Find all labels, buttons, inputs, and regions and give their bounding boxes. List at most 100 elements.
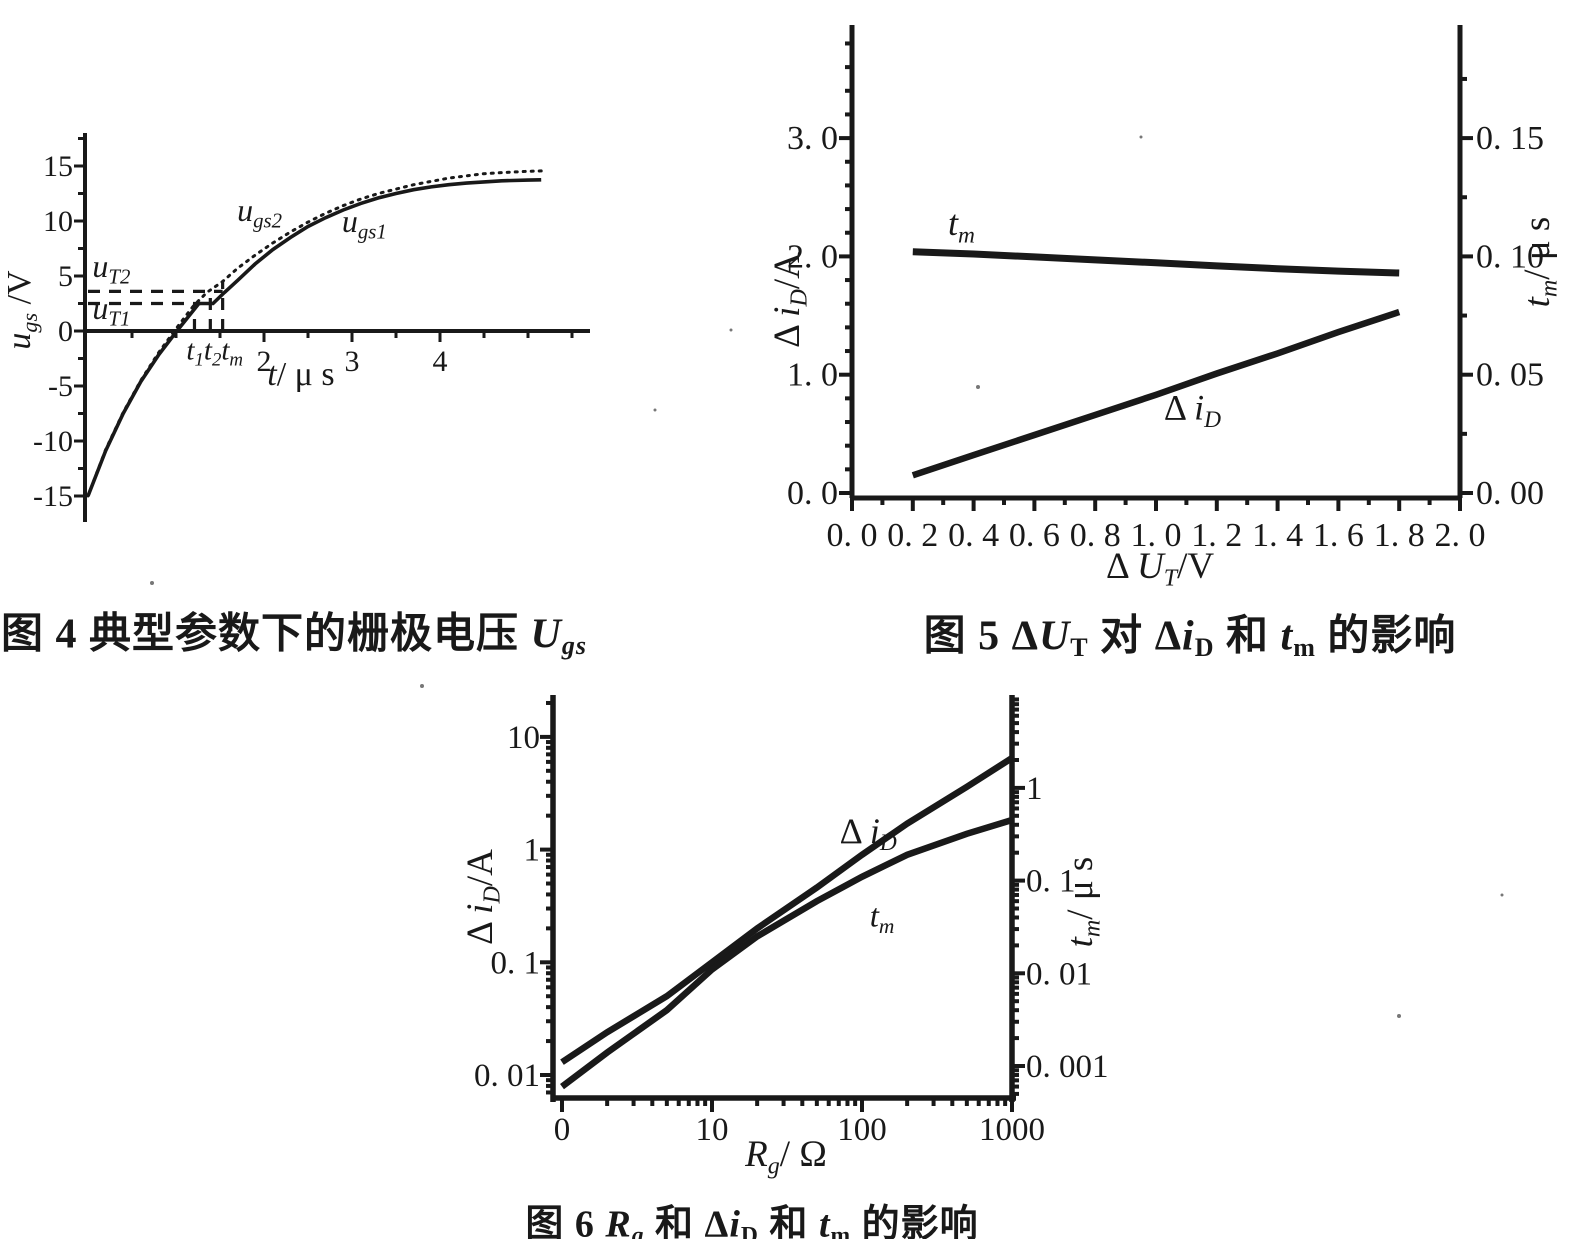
fig5-tick-label: 1. 6 [1313, 517, 1364, 554]
fig5-tick-label: 1. 8 [1374, 517, 1425, 554]
fig6-y2-ticks: 1 0. 1 0. 01 0. 001 [1012, 697, 1109, 1096]
scan-speckle [653, 408, 657, 412]
fig4-label-6: ugs /V [1, 270, 42, 350]
caption-segment: 对 [1088, 613, 1155, 660]
fig6-tick-label: 0. 01 [474, 1058, 540, 1094]
fig4-label-2: ugs2 [237, 192, 282, 232]
caption-segment: T [1070, 632, 1089, 662]
fig5-tick-label: 2. 0 [787, 238, 838, 275]
caption-segment: g [631, 1222, 645, 1239]
fig6-tick-label: 0. 1 [491, 945, 541, 981]
scan-speckle [1139, 135, 1143, 139]
fig5-tick-label: 0. 4 [948, 517, 999, 554]
fig5-tick-label: 0. 0 [827, 517, 878, 554]
fig6-tick-label: 1000 [979, 1112, 1045, 1148]
caption-segment: U [530, 611, 562, 658]
caption-segment: 和 [758, 1203, 819, 1239]
fig4-tick-label: 5 [58, 260, 73, 293]
fig4-label-1: uT1 [92, 290, 130, 330]
fig5-tick-label: 1. 0 [787, 357, 838, 394]
fig6-tick-label: 100 [837, 1112, 887, 1148]
fig4-tick-label: 10 [43, 205, 73, 238]
fig6-label-0: Δ iD [840, 811, 897, 856]
fig5-tick-label: 1. 0 [1131, 517, 1182, 554]
scan-speckle [150, 581, 154, 585]
caption-segment: U [1038, 613, 1071, 660]
fig5-label-0: tm [948, 203, 975, 248]
fig6-tick-label: 0. 1 [1026, 864, 1076, 900]
fig4-tick-label: 4 [433, 345, 448, 378]
scan-speckle [1397, 1014, 1401, 1018]
fig4-series-ugs2 [86, 169, 543, 498]
fig4-tick-label: 3 [345, 345, 360, 378]
fig5-series-did [911, 308, 1401, 479]
fig5-label-3: Δ iD/A [767, 252, 812, 348]
caption-segment: Δ [1154, 613, 1183, 660]
fig5-tick-label: 1. 4 [1252, 517, 1303, 554]
caption-segment: 和 [1214, 613, 1281, 660]
fig5-series-tm [912, 248, 1400, 277]
fig5-y-ticks: 0. 0 1. 0 2. 0 3. 0 [787, 41, 852, 512]
caption-segment: t [1280, 613, 1294, 660]
figure6-caption: 图 6 Rg 和 ΔiD 和 tm 的影响 [525, 1193, 978, 1239]
caption-segment: t [818, 1203, 831, 1239]
caption-segment: 图 5 [923, 613, 1012, 660]
fig5-tick-label: 0. 0 [787, 475, 838, 512]
fig4-label-3: ugs1 [342, 203, 387, 243]
fig4-label-4: t1t2tm [186, 335, 243, 371]
caption-segment: 的影响 [851, 1203, 979, 1239]
fig5-tick-label: 0. 15 [1476, 120, 1544, 157]
caption-segment: m [1293, 632, 1316, 662]
fig5-tick-label: 0. 8 [1070, 517, 1121, 554]
caption-segment: 和 [644, 1203, 705, 1239]
fig4-series-ugs1 [86, 178, 542, 497]
scan-speckle [729, 328, 733, 332]
fig5-tick-label: 0. 00 [1476, 475, 1544, 512]
fig5-tick-label: 0. 05 [1476, 357, 1544, 394]
fig6-tick-label: 10 [507, 720, 540, 756]
fig4-tick-label: 0 [58, 315, 73, 348]
fig5-label-2: Δ UT/V [1106, 546, 1214, 591]
fig6-tick-label: 10 [696, 1112, 729, 1148]
fig6-series-did [560, 755, 1014, 1065]
fig6-label-1: tm [870, 898, 895, 938]
fig6-series-tm [560, 816, 1013, 1090]
figure4-caption: 图 4 典型参数下的栅极电压 Ugs [1, 599, 587, 661]
caption-segment: D [1194, 632, 1215, 662]
scan-speckle [420, 684, 424, 688]
caption-segment: Δ [1011, 613, 1039, 660]
caption-segment: 图 6 [525, 1203, 606, 1239]
fig5-label-1: Δ iD [1164, 388, 1221, 433]
caption-segment: i [1182, 613, 1195, 660]
fig6-tick-label: 1 [1026, 771, 1043, 807]
fig5-tick-label: 0. 10 [1476, 238, 1544, 275]
caption-segment: m [830, 1222, 852, 1239]
fig5-y2-ticks: 0. 00 0. 05 0. 10 0. 15 [1460, 76, 1544, 512]
caption-segment: Δ [704, 1203, 730, 1239]
fig4-tick-label: 15 [43, 150, 73, 183]
fig5-tick-label: 0. 2 [887, 517, 938, 554]
caption-segment: gs [561, 630, 588, 660]
fig6-label-4: tm/ μ s [1060, 857, 1105, 948]
fig5-tick-label: 3. 0 [787, 120, 838, 157]
fig4-tick-label: -15 [33, 480, 73, 513]
fig6-tick-label: 0 [554, 1112, 571, 1148]
fig6-tick-label: 0. 01 [1026, 956, 1092, 992]
caption-segment: 的影响 [1315, 613, 1457, 660]
fig5-label-4: tm/ μ s [1517, 217, 1562, 308]
caption-segment: R [605, 1203, 632, 1239]
figure5-caption: 图 5 ΔUT 对 ΔiD 和 tm 的影响 [924, 601, 1457, 663]
caption-segment: 图 4 典型参数下的栅极电压 [0, 611, 531, 658]
fig6-y-ticks: 10 1 0. 1 0. 01 [474, 700, 553, 1095]
caption-segment: i [729, 1203, 741, 1239]
fig4-tick-label: -5 [48, 370, 73, 403]
fig5: 0. 0 0. 2 0. 4 0. 6 0. 8 1. 0 1. 2 1. 4 1. 6 1. 8… [767, 25, 1562, 591]
fig6-label-2: Rg/ Ω [744, 1134, 827, 1179]
fig5-tick-label: 1. 2 [1191, 517, 1242, 554]
fig4-label-5: t/ μ s [267, 356, 334, 393]
fig4-tick-label: -10 [33, 425, 73, 458]
fig6-tick-label: 1 [524, 833, 541, 869]
